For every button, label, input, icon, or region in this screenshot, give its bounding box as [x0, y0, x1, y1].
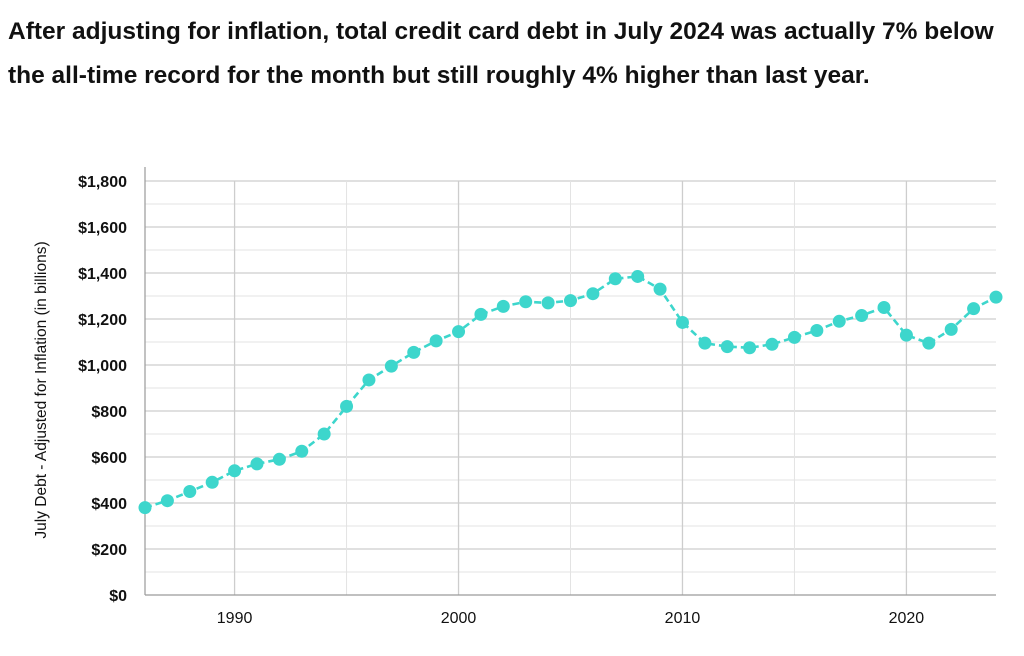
- axes: [144, 167, 996, 596]
- data-point: [340, 399, 354, 413]
- data-point: [452, 325, 466, 339]
- gridlines: [145, 180, 996, 595]
- data-point: [272, 452, 286, 466]
- data-point: [160, 494, 174, 508]
- data-point: [474, 307, 488, 321]
- data-point: [295, 444, 309, 458]
- y-tick-label: $800: [91, 404, 127, 421]
- x-tick-label: 2000: [441, 610, 477, 627]
- y-axis-label: July Debt - Adjusted for Inflation (in b…: [33, 241, 50, 538]
- data-point: [250, 457, 264, 471]
- data-point: [967, 302, 981, 316]
- y-tick-label: $1,400: [78, 266, 127, 283]
- x-tick-label: 2020: [889, 610, 925, 627]
- data-point: [989, 290, 1003, 304]
- data-point: [407, 345, 421, 359]
- x-tick-label: 1990: [217, 610, 253, 627]
- data-point: [787, 330, 801, 344]
- chart-headline: After adjusting for inflation, total cre…: [8, 18, 994, 89]
- data-point: [675, 315, 689, 329]
- y-tick-label: $1,200: [78, 312, 127, 329]
- data-point: [720, 340, 734, 354]
- y-tick-labels: $0 $200 $400 $600 $800 $1,000 $1,200 $1,400 $1,6…: [78, 174, 127, 605]
- data-point: [810, 324, 824, 337]
- data-point: [765, 337, 779, 351]
- data-point: [228, 464, 242, 478]
- data-point: [855, 309, 869, 323]
- data-point: [944, 322, 958, 336]
- data-point: [496, 299, 510, 313]
- x-tick-label: 2010: [665, 610, 701, 627]
- data-point: [899, 328, 913, 342]
- data-point: [138, 501, 152, 515]
- data-point: [429, 334, 443, 348]
- data-point: [317, 427, 331, 441]
- data-point: [877, 301, 891, 314]
- data-point: [564, 294, 577, 308]
- y-tick-label: $1,800: [78, 174, 127, 191]
- y-tick-label: $0: [109, 588, 127, 605]
- y-tick-label: $1,600: [78, 220, 127, 237]
- data-point: [362, 373, 376, 387]
- data-point: [608, 272, 622, 286]
- y-tick-label: $200: [91, 542, 127, 559]
- data-point: [384, 359, 398, 373]
- data-point: [205, 475, 219, 489]
- y-tick-label: $1,000: [78, 358, 127, 375]
- data-point: [922, 336, 936, 350]
- data-point: [743, 341, 757, 355]
- y-tick-label: $400: [91, 496, 127, 513]
- data-point: [586, 287, 600, 301]
- data-point: [519, 295, 533, 309]
- data-point: [698, 336, 712, 350]
- data-point: [631, 269, 645, 283]
- y-tick-label: $600: [91, 450, 127, 467]
- x-tick-labels: 1990 2000 2010 2020: [217, 610, 925, 627]
- series-line: [138, 269, 1003, 515]
- data-point: [183, 485, 197, 498]
- data-point: [653, 282, 667, 296]
- data-point: [541, 296, 555, 310]
- data-point: [832, 314, 846, 328]
